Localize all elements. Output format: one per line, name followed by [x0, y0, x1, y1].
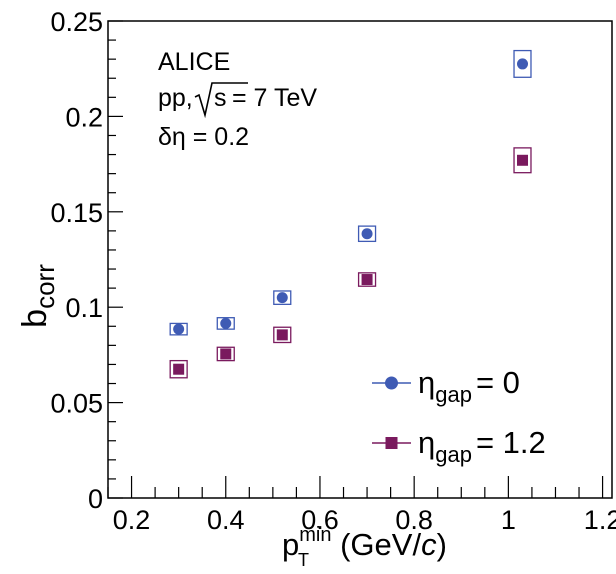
systematic-boxes	[169, 49, 532, 379]
x-tick-label: 1.2	[584, 505, 616, 535]
y-tick-label: 0.25	[50, 7, 103, 37]
x-axis-title-main: p	[282, 527, 299, 562]
x-axis-title-units-close: )	[437, 527, 447, 562]
point-series-0	[220, 317, 232, 329]
legend-label-series-0-value: = 0	[476, 365, 520, 400]
point-series-0	[517, 58, 529, 70]
plot-frame	[107, 20, 613, 499]
point-series-0	[173, 323, 185, 335]
legend-label-series-0: ηgap = 0	[418, 365, 520, 407]
legend-entry-series-0: ηgap = 0	[372, 365, 520, 407]
sys-box-series-0	[357, 225, 377, 243]
x-axis-title-sub: T	[298, 550, 309, 569]
legend-marker-series-1	[385, 437, 398, 449]
y-axis-title-main: b	[16, 309, 54, 328]
legend-label-series-0-main: η	[418, 365, 435, 400]
sys-box-series-1	[273, 326, 292, 344]
data-points	[173, 58, 529, 375]
system-label: pp,	[158, 84, 193, 112]
point-series-1	[220, 348, 232, 360]
sys-box-series-0	[169, 322, 188, 336]
legend-marker-series-0	[385, 376, 398, 390]
y-tick-label: 0.15	[50, 198, 103, 228]
point-series-1	[517, 154, 529, 166]
legend-label-series-1-value: = 1.2	[476, 425, 546, 460]
x-tick-label: 1	[501, 505, 516, 535]
x-axis-title-units-italic: c	[421, 527, 437, 562]
sys-box-series-0	[513, 49, 532, 78]
annotation-block: ALICE pp, s = 7 TeV δη = 0.2	[158, 48, 317, 151]
sys-box-series-1	[169, 359, 188, 379]
x-axis-ticks: 0.2 0.4 0.6 0.8 1 1.2	[107, 476, 616, 535]
x-axis-title-sup: min	[299, 524, 331, 546]
point-series-1	[361, 274, 373, 286]
legend-label-series-1-main: η	[418, 425, 435, 460]
experiment-label: ALICE	[158, 48, 230, 76]
delta-eta-label: δη = 0.2	[158, 123, 249, 151]
energy-label: = 7 TeV	[232, 84, 317, 112]
x-axis-title: pmin (GeV/c)	[282, 524, 447, 562]
legend-label-series-1: ηgap = 1.2	[418, 425, 546, 467]
system-text: pp,	[158, 84, 193, 112]
sqrt-argument: s	[214, 84, 227, 112]
y-tick-label: 0.2	[65, 102, 103, 132]
y-tick-label: 0	[88, 484, 103, 514]
sqrt-radical	[194, 82, 248, 119]
y-tick-label: 0.05	[50, 389, 103, 419]
point-series-1	[173, 363, 185, 375]
x-axis-title-units-open: (GeV/	[331, 527, 421, 562]
legend-label-series-1-sub: gap	[435, 442, 472, 467]
sys-box-series-0	[216, 317, 235, 330]
point-series-0	[276, 292, 288, 304]
legend-label-series-0-sub: gap	[435, 382, 472, 407]
x-tick-label: 0.4	[207, 505, 245, 535]
axes: 0.2 0.4 0.6 0.8 1 1.2 0 0.05 0.1 0.15 0.2 0.25	[50, 7, 616, 535]
x-tick-label: 0.6	[301, 505, 339, 535]
sys-box-series-1	[513, 147, 532, 174]
sys-box-series-0	[273, 290, 292, 305]
y-tick-label: 0.1	[65, 293, 103, 323]
y-axis-title: bcorr	[16, 264, 60, 328]
x-tick-label: 0.8	[395, 505, 433, 535]
sys-box-series-1	[216, 346, 235, 362]
point-series-0	[361, 228, 373, 240]
legend: ηgap = 0 ηgap = 1.2	[372, 365, 546, 467]
point-series-1	[276, 329, 288, 341]
y-axis-title-sub: corr	[30, 264, 60, 309]
x-tick-label: 0.2	[113, 505, 151, 535]
legend-entry-series-1: ηgap = 1.2	[372, 425, 546, 467]
y-axis-ticks: 0 0.05 0.1 0.15 0.2 0.25	[50, 7, 123, 514]
sys-box-series-1	[357, 272, 377, 287]
